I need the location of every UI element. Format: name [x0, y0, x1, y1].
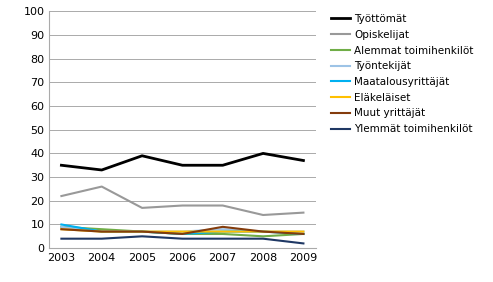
- Opiskelijat: [260, 213, 266, 217]
- Eläkeläiset: [260, 230, 266, 233]
- Alemmat toimihenkilöt: [179, 232, 185, 236]
- Työntekijät: [179, 230, 185, 233]
- Työntekijät: [220, 228, 226, 231]
- Eläkeläiset: [179, 230, 185, 233]
- Ylemmät toimihenkilöt: [139, 235, 145, 238]
- Line: Muut yrittäjät: Muut yrittäjät: [62, 227, 303, 234]
- Eläkeläiset: [59, 228, 65, 231]
- Eläkeläiset: [300, 230, 306, 233]
- Maatalousyrittäjät: [220, 230, 226, 233]
- Line: Työttömät: Työttömät: [62, 153, 303, 170]
- Alemmat toimihenkilöt: [300, 232, 306, 236]
- Opiskelijat: [59, 194, 65, 198]
- Opiskelijat: [99, 185, 105, 188]
- Ylemmät toimihenkilöt: [59, 237, 65, 240]
- Työttömät: [99, 168, 105, 172]
- Alemmat toimihenkilöt: [260, 235, 266, 238]
- Maatalousyrittäjät: [260, 230, 266, 233]
- Line: Ylemmät toimihenkilöt: Ylemmät toimihenkilöt: [62, 236, 303, 243]
- Muut yrittäjät: [260, 230, 266, 233]
- Eläkeläiset: [220, 230, 226, 233]
- Line: Opiskelijat: Opiskelijat: [62, 187, 303, 215]
- Maatalousyrittäjät: [179, 232, 185, 236]
- Opiskelijat: [300, 211, 306, 214]
- Työntekijät: [139, 230, 145, 233]
- Muut yrittäjät: [139, 230, 145, 233]
- Työntekijät: [260, 230, 266, 233]
- Työttömät: [220, 164, 226, 167]
- Line: Eläkeläiset: Eläkeläiset: [62, 229, 303, 232]
- Opiskelijat: [139, 206, 145, 210]
- Eläkeläiset: [139, 230, 145, 233]
- Työttömät: [139, 154, 145, 157]
- Muut yrittäjät: [220, 225, 226, 228]
- Työttömät: [300, 159, 306, 162]
- Ylemmät toimihenkilöt: [220, 237, 226, 240]
- Legend: Työttömät, Opiskelijat, Alemmat toimihenkilöt, Työntekijät, Maatalousyrittäjät, : Työttömät, Opiskelijat, Alemmat toimihen…: [331, 14, 474, 134]
- Maatalousyrittäjät: [59, 223, 65, 226]
- Ylemmät toimihenkilöt: [99, 237, 105, 240]
- Työntekijät: [99, 230, 105, 233]
- Maatalousyrittäjät: [99, 230, 105, 233]
- Line: Alemmat toimihenkilöt: Alemmat toimihenkilöt: [62, 227, 303, 236]
- Ylemmät toimihenkilöt: [260, 237, 266, 240]
- Työntekijät: [300, 230, 306, 233]
- Työntekijät: [59, 225, 65, 228]
- Alemmat toimihenkilöt: [139, 230, 145, 233]
- Eläkeläiset: [99, 230, 105, 233]
- Alemmat toimihenkilöt: [99, 228, 105, 231]
- Line: Maatalousyrittäjät: Maatalousyrittäjät: [62, 224, 303, 234]
- Työttömät: [179, 164, 185, 167]
- Opiskelijat: [179, 204, 185, 207]
- Ylemmät toimihenkilöt: [179, 237, 185, 240]
- Muut yrittäjät: [59, 228, 65, 231]
- Line: Työntekijät: Työntekijät: [62, 227, 303, 232]
- Muut yrittäjät: [179, 232, 185, 236]
- Maatalousyrittäjät: [139, 230, 145, 233]
- Ylemmät toimihenkilöt: [300, 242, 306, 245]
- Muut yrittäjät: [300, 232, 306, 236]
- Maatalousyrittäjät: [300, 232, 306, 236]
- Työttömät: [260, 152, 266, 155]
- Työttömät: [59, 164, 65, 167]
- Opiskelijat: [220, 204, 226, 207]
- Alemmat toimihenkilöt: [59, 225, 65, 228]
- Alemmat toimihenkilöt: [220, 232, 226, 236]
- Muut yrittäjät: [99, 230, 105, 233]
